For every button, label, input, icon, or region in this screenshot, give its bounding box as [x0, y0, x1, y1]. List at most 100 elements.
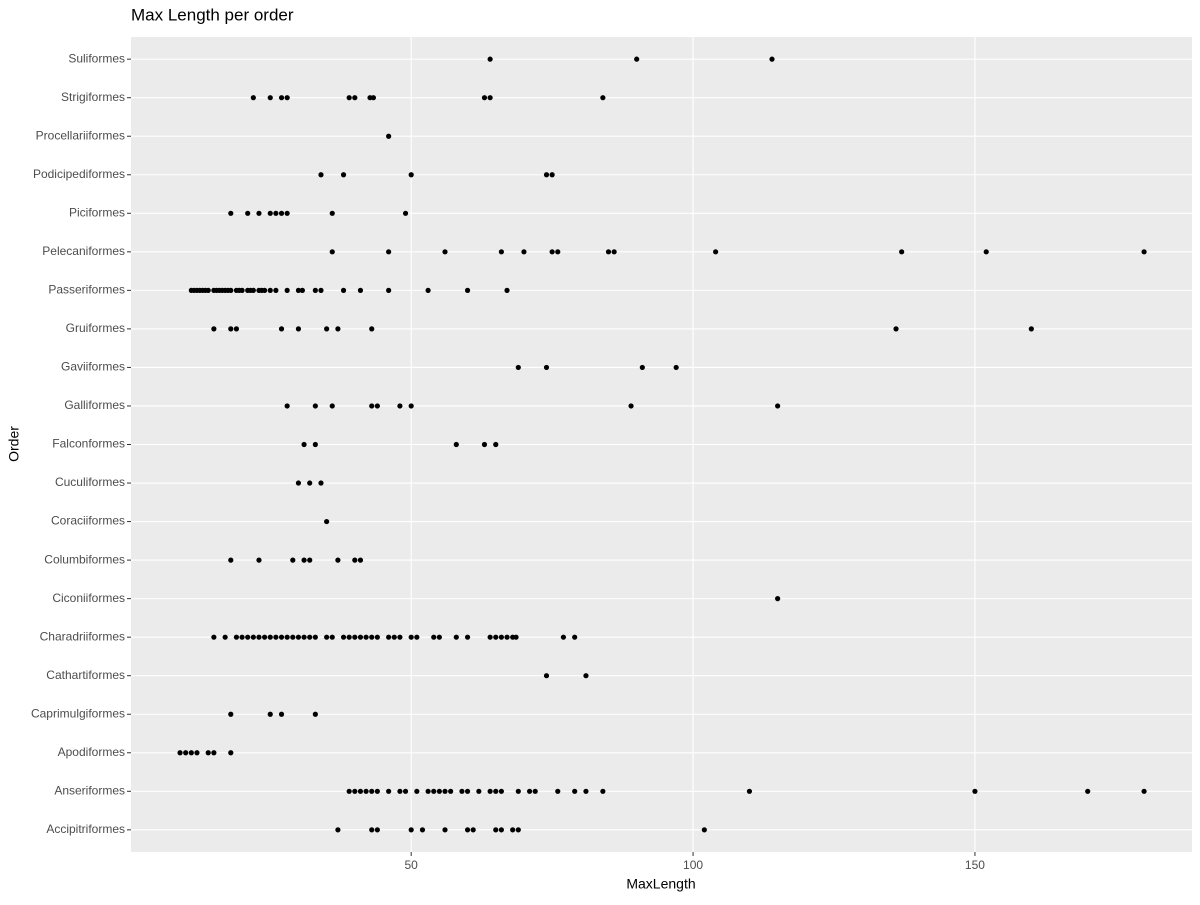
point [600, 95, 606, 101]
point [899, 249, 905, 255]
point [487, 788, 493, 794]
point [481, 95, 488, 101]
point [278, 711, 285, 717]
point [233, 634, 240, 640]
point [278, 634, 285, 640]
point [713, 249, 719, 255]
point [493, 634, 499, 640]
point [972, 788, 978, 794]
point [391, 634, 397, 640]
point [369, 827, 375, 833]
point [239, 287, 245, 293]
point [295, 326, 302, 332]
point [746, 788, 753, 794]
point [312, 403, 318, 409]
point [498, 827, 504, 833]
point [600, 788, 606, 794]
point [329, 210, 335, 216]
point [346, 634, 352, 640]
point [549, 249, 555, 255]
point [386, 788, 392, 794]
point [329, 249, 335, 255]
point [370, 95, 377, 101]
point [513, 634, 519, 640]
point [408, 172, 414, 178]
point [673, 364, 679, 371]
y-tick-label: Gruiformes [66, 321, 125, 335]
point [357, 557, 364, 563]
point [284, 95, 290, 101]
point [194, 750, 200, 756]
point [526, 788, 533, 794]
y-tick-label: Passeriformes [48, 283, 125, 297]
point [436, 634, 442, 640]
point [555, 788, 561, 794]
x-axis-title: MaxLength [626, 876, 695, 892]
point [543, 673, 550, 679]
point [487, 634, 493, 640]
y-tick-label: Columbiformes [44, 552, 125, 566]
point [267, 287, 273, 293]
y-tick-label: Falconformes [52, 437, 125, 451]
point [183, 750, 189, 756]
point [431, 788, 437, 794]
point [374, 634, 380, 640]
y-tick-label: Procellariiformes [36, 128, 125, 142]
point [335, 326, 341, 332]
y-tick-label: Apodiformes [58, 745, 125, 759]
point [211, 326, 217, 332]
point [543, 172, 550, 178]
point [357, 287, 364, 293]
point [228, 210, 234, 216]
y-tick-label: Pelecaniformes [42, 244, 125, 258]
point [572, 634, 578, 640]
point [335, 827, 341, 833]
point [464, 827, 471, 833]
point [245, 210, 251, 216]
point [515, 364, 521, 371]
point [312, 287, 318, 293]
point [442, 788, 448, 794]
point [278, 210, 285, 216]
point [504, 634, 510, 640]
y-tick-label: Strigiformes [61, 90, 125, 104]
point [211, 634, 217, 640]
point [295, 480, 302, 486]
y-tick-label: Charadriiformes [40, 629, 125, 643]
point [273, 210, 279, 216]
point [634, 56, 640, 62]
point [521, 249, 527, 255]
point [397, 634, 403, 640]
point [436, 788, 442, 794]
point [414, 788, 420, 794]
point [397, 403, 403, 409]
point [408, 634, 414, 640]
point [250, 287, 256, 293]
point [442, 249, 448, 255]
point [611, 249, 617, 255]
point [267, 95, 273, 101]
point [346, 788, 352, 794]
point [1085, 788, 1091, 794]
point [307, 557, 313, 563]
point [464, 788, 471, 794]
point [583, 788, 589, 794]
point [312, 441, 318, 448]
point [560, 634, 567, 640]
point [352, 788, 358, 794]
point [555, 249, 561, 255]
point [498, 788, 504, 794]
point [228, 557, 234, 563]
point [572, 788, 578, 794]
point [425, 788, 431, 794]
point [605, 249, 612, 255]
point [515, 827, 521, 833]
point [493, 827, 499, 833]
point [1028, 326, 1034, 332]
point [324, 326, 330, 332]
point [352, 634, 358, 640]
point [532, 788, 538, 794]
point [262, 634, 268, 640]
point [983, 249, 989, 255]
point [312, 711, 318, 717]
